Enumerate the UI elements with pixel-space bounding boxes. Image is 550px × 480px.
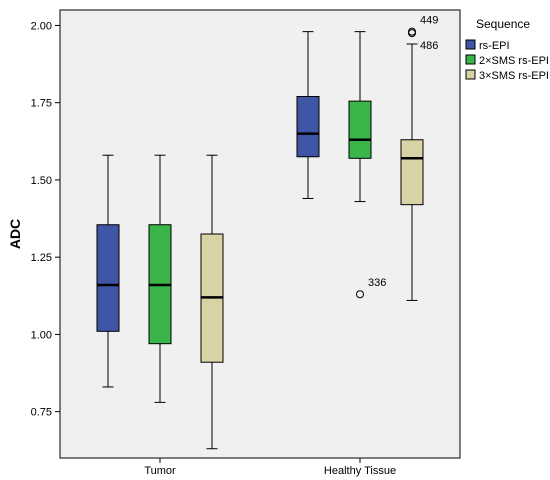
box-2×SMS rs-EPI-Healthy Tissue: 336: [348, 31, 386, 299]
box-iqr: [96, 224, 120, 332]
y-axis: 0.75 1.00 1.25 1.50 1.75 2.00: [31, 20, 60, 419]
outlier-label: 449: [420, 15, 438, 27]
box-iqr: [296, 96, 320, 158]
box-iqr: [400, 139, 424, 206]
box-3×SMS rs-EPI-Tumor: [200, 154, 224, 450]
outlier-point: [356, 290, 364, 299]
y-tick-label: 1.50: [31, 175, 52, 187]
box-3×SMS rs-EPI-Healthy Tissue: 449 486: [400, 15, 438, 301]
x-axis: Tumor Healthy Tissue: [144, 458, 396, 477]
box-2×SMS rs-EPI-Tumor: [148, 154, 172, 403]
outlier-label: 336: [368, 277, 386, 289]
y-tick-label: 1.25: [31, 252, 52, 264]
box-rs-EPI-Healthy Tissue: [296, 31, 320, 199]
boxes: 336 449 486: [96, 15, 438, 450]
outlier-label: 486: [420, 40, 438, 52]
legend-swatch: [465, 54, 476, 65]
box-rs-EPI-Tumor: [96, 154, 120, 388]
y-axis-label: ADC: [7, 219, 23, 249]
y-tick-label: 2.00: [31, 20, 52, 32]
y-tick-label: 1.75: [31, 98, 52, 110]
y-tick-label: 1.00: [31, 329, 52, 341]
box-iqr: [348, 100, 372, 159]
legend-swatch: [465, 69, 476, 80]
legend-entry: rs-EPI: [479, 40, 510, 52]
plot-area: [59, 9, 461, 459]
legend-entry: 2×SMS rs-EPI: [479, 55, 549, 67]
legend-swatch: [465, 39, 476, 50]
legend-title: Sequence: [476, 17, 530, 31]
legend-entry: 3×SMS rs-EPI: [479, 70, 549, 82]
legend: Sequence rs-EPI 2×SMS rs-EPI 3×SMS rs-EPI: [465, 17, 549, 82]
y-tick-label: 0.75: [31, 407, 52, 419]
x-tick-label: Tumor: [144, 465, 176, 477]
outlier-point: [408, 29, 416, 38]
x-tick-label: Healthy Tissue: [324, 465, 396, 477]
